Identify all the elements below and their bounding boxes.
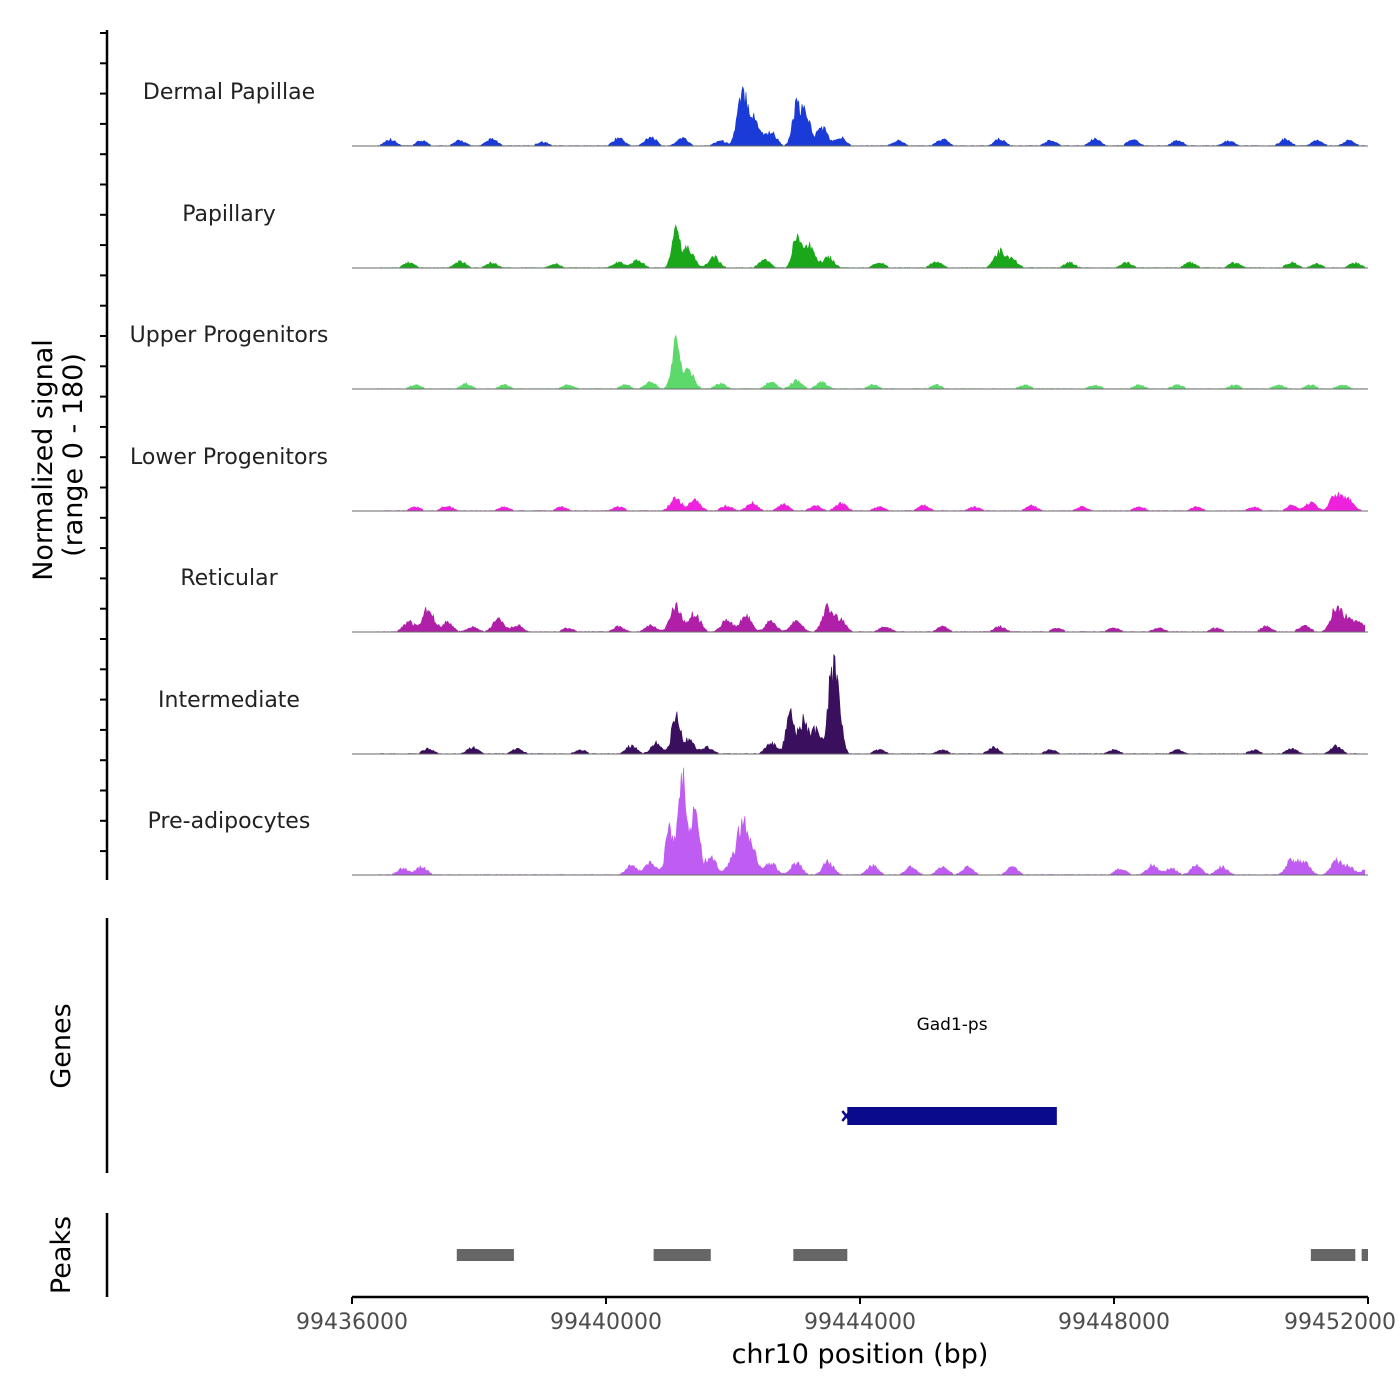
genes-track-label: Genes xyxy=(46,1003,77,1088)
x-tick-label: 99448000 xyxy=(1058,1310,1170,1335)
genes-track: Genes Gad1-ps xyxy=(46,918,1057,1173)
y-axis-title-line1: Normalized signal xyxy=(28,339,59,581)
signal-tracks: Dermal Papillae Papillary Upper Progenitor… xyxy=(130,80,1368,876)
x-tick-label: 99440000 xyxy=(550,1310,662,1335)
peak-region xyxy=(793,1249,848,1261)
y-axis-title: Normalized signal xyxy=(28,339,59,581)
signal-axis xyxy=(100,30,109,880)
peak-region xyxy=(653,1249,711,1261)
track-pre-adipocytes: Pre-adipocytes xyxy=(148,767,1368,876)
x-tick-label: 99436000 xyxy=(296,1310,408,1335)
x-axis: 99436000 99440000 99444000 99448000 99452000 xyxy=(296,1295,1396,1335)
signal-area xyxy=(377,767,1366,876)
track-lower-progenitors: Lower Progenitors xyxy=(130,445,1368,512)
track-label: Papillary xyxy=(182,202,276,227)
signal-area xyxy=(377,653,1366,755)
track-dermal-papillae: Dermal Papillae xyxy=(143,80,1368,147)
x-tick-label: 99452000 xyxy=(1284,1310,1396,1335)
gene-strand-marker xyxy=(841,1110,852,1122)
track-label: Upper Progenitors xyxy=(130,323,329,348)
x-axis-title: chr10 position (bp) xyxy=(732,1339,989,1370)
track-label: Lower Progenitors xyxy=(130,445,328,470)
peaks-track-label: Peaks xyxy=(46,1216,77,1294)
track-reticular: Reticular xyxy=(180,566,1368,633)
y-axis-range: (range 0 - 180) xyxy=(58,353,89,557)
signal-area xyxy=(377,224,1366,269)
peak-region xyxy=(456,1249,514,1261)
gene-gad1-ps: Gad1-ps xyxy=(841,1015,1057,1125)
x-tick-label: 99444000 xyxy=(804,1310,916,1335)
gene-label: Gad1-ps xyxy=(917,1015,988,1035)
signal-area xyxy=(377,86,1366,147)
track-label: Intermediate xyxy=(158,688,300,713)
peak-region xyxy=(1361,1249,1368,1261)
track-label: Dermal Papillae xyxy=(143,80,315,105)
track-papillary: Papillary xyxy=(182,202,1368,269)
track-label: Reticular xyxy=(180,566,278,591)
signal-area xyxy=(377,601,1366,633)
track-upper-progenitors: Upper Progenitors xyxy=(130,323,1368,390)
track-intermediate: Intermediate xyxy=(158,653,1368,755)
y-axis-title-line2: (range 0 - 180) xyxy=(58,353,89,557)
gene-body xyxy=(847,1107,1057,1125)
peaks-track: Peaks xyxy=(46,1213,1368,1297)
peak-region xyxy=(1310,1249,1356,1261)
track-label: Pre-adipocytes xyxy=(148,809,311,834)
signal-area xyxy=(377,334,1366,390)
signal-area xyxy=(377,492,1366,512)
